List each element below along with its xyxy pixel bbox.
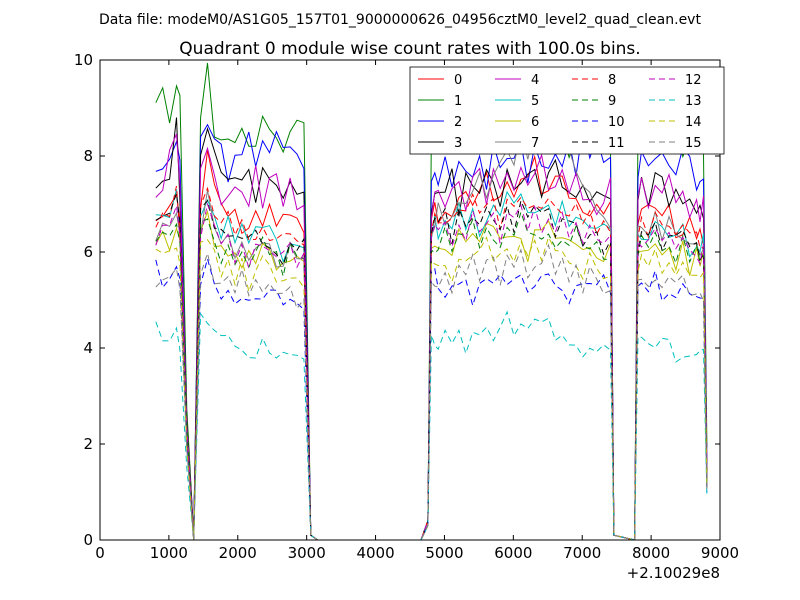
x-tick-label: 5000	[425, 544, 463, 562]
series-line-7	[155, 103, 708, 540]
x-tick-label: 4000	[356, 544, 394, 562]
chart-title: Quadrant 0 module wise count rates with …	[179, 39, 640, 59]
series-line-8	[155, 185, 708, 540]
x-tick-label: 7000	[563, 544, 601, 562]
legend-label-9: 9	[608, 94, 616, 109]
series-line-9	[155, 210, 708, 540]
series-line-5	[155, 189, 708, 540]
x-tick-label: 2000	[219, 544, 257, 562]
x-tick-label: 6000	[494, 544, 532, 562]
chart-suptitle: Data file: modeM0/AS1G05_157T01_90000006…	[99, 12, 701, 28]
y-tick-label: 0	[83, 531, 93, 549]
series-line-13	[155, 310, 708, 540]
series-line-2	[155, 123, 708, 540]
series-line-11	[155, 193, 708, 540]
series-line-15	[155, 243, 708, 540]
legend-label-2: 2	[454, 115, 462, 130]
x-tick-label: 0	[95, 544, 105, 562]
legend-label-11: 11	[608, 136, 625, 151]
x-tick-label: 9000	[701, 544, 739, 562]
legend-label-12: 12	[685, 73, 702, 88]
legend-label-4: 4	[531, 73, 539, 88]
series-line-0	[155, 150, 708, 540]
y-tick-label: 10	[74, 51, 93, 69]
plot-area: 0 1000 2000 3000 4000 5000 6000 7000 8000 9000 0 2 4…	[74, 51, 739, 562]
y-tick-label: 2	[83, 435, 93, 453]
legend-label-0: 0	[454, 73, 462, 88]
x-tick-label: 1000	[150, 544, 188, 562]
series-line-10	[155, 256, 708, 540]
legend-label-15: 15	[685, 136, 702, 151]
series-lines	[155, 62, 708, 540]
series-line-14	[155, 235, 708, 540]
x-offset-label: +2.10029e8	[627, 564, 720, 582]
legend-label-1: 1	[454, 94, 462, 109]
x-tick-label: 8000	[632, 544, 670, 562]
legend-label-7: 7	[531, 136, 539, 151]
legend-label-8: 8	[608, 73, 616, 88]
y-tick-label: 8	[83, 147, 93, 165]
legend-label-5: 5	[531, 94, 539, 109]
y-tick-label: 6	[83, 243, 93, 261]
legend-label-10: 10	[608, 115, 625, 130]
series-line-12	[155, 202, 708, 540]
axes-frame	[99, 59, 721, 541]
legend-label-14: 14	[685, 115, 702, 130]
legend-label-6: 6	[531, 115, 539, 130]
x-tick-label: 3000	[288, 544, 326, 562]
legend-label-3: 3	[454, 136, 462, 151]
y-tick-label: 4	[83, 339, 93, 357]
legend-box	[409, 66, 725, 155]
series-line-4	[155, 133, 708, 540]
legend-label-13: 13	[685, 94, 702, 109]
